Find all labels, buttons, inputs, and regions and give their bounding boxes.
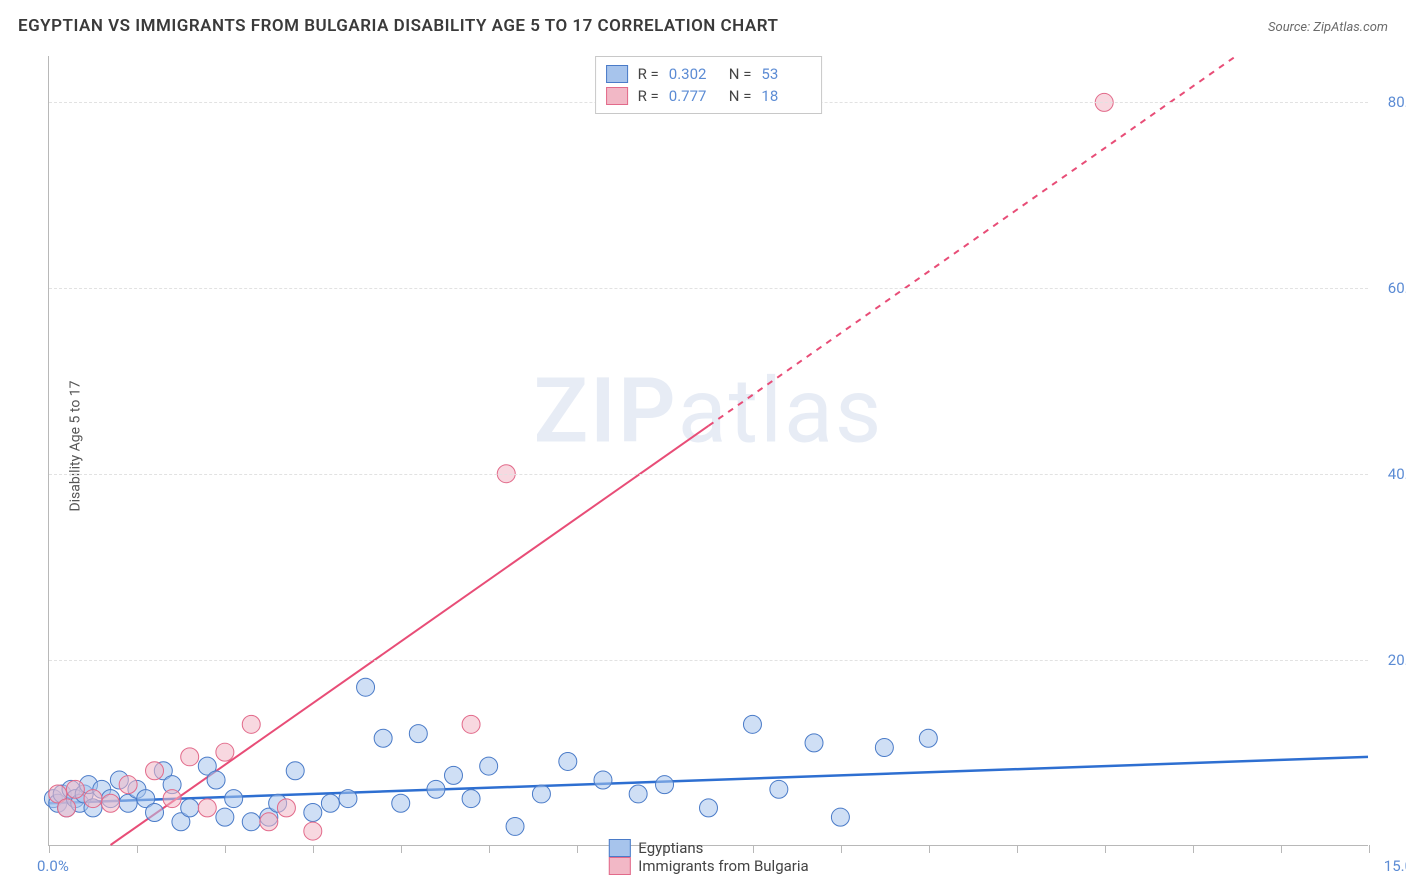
data-point [559,752,577,770]
data-point [304,804,322,822]
data-point [260,813,278,831]
data-point [743,715,761,733]
series-legend: EgyptiansImmigrants from Bulgaria [608,839,808,875]
gridline [49,474,1368,475]
data-point [321,794,339,812]
data-point [409,725,427,743]
data-point [242,813,260,831]
data-point [102,794,120,812]
y-tick-label: 20.0% [1388,651,1406,669]
x-tick [137,845,138,853]
chart-header: EGYPTIAN VS IMMIGRANTS FROM BULGARIA DIS… [18,16,1388,36]
data-point [146,762,164,780]
data-point [66,780,84,798]
stat-r-label: R = [638,65,659,83]
stat-r-value: 0.302 [669,65,719,83]
stat-n-label: N = [729,87,752,105]
x-tick [1281,845,1282,853]
data-point [181,799,199,817]
x-tick [401,845,402,853]
data-point [656,776,674,794]
data-point [304,822,322,840]
data-point [875,739,893,757]
data-point [216,808,234,826]
data-point [445,766,463,784]
legend-swatch [606,87,628,105]
stat-n-value: 18 [761,87,811,105]
data-point [594,771,612,789]
data-point [805,734,823,752]
legend-series-item: Egyptians [608,839,808,857]
data-point [480,757,498,775]
y-tick-label: 60.0% [1388,279,1406,297]
data-point [374,729,392,747]
data-point [286,762,304,780]
x-tick [577,845,578,853]
data-point [770,780,788,798]
x-axis-max-label: 15.0% [1384,857,1406,875]
x-tick [1193,845,1194,853]
correlation-legend: R = 0.302 N = 53 R = 0.777 N = 18 [595,56,823,114]
y-tick-label: 40.0% [1388,465,1406,483]
x-axis-min-label: 0.0% [37,857,69,875]
legend-series-item: Immigrants from Bulgaria [608,857,808,875]
gridline [49,288,1368,289]
legend-stat-row: R = 0.777 N = 18 [606,85,812,107]
data-point [700,799,718,817]
data-point [207,771,225,789]
legend-series-label: Immigrants from Bulgaria [638,857,808,875]
x-tick [49,845,50,853]
data-point [242,715,260,733]
data-point [462,790,480,808]
chart-svg [49,56,1368,845]
legend-swatch [608,839,630,857]
data-point [462,715,480,733]
legend-swatch [606,65,628,83]
x-tick [1017,845,1018,853]
data-point [225,790,243,808]
data-point [392,794,410,812]
x-tick [1369,845,1370,853]
data-point [181,748,199,766]
stat-n-value: 53 [761,65,811,83]
x-tick [313,845,314,853]
stat-r-label: R = [638,87,659,105]
data-point [919,729,937,747]
data-point [119,776,137,794]
data-point [339,790,357,808]
chart-source: Source: ZipAtlas.com [1268,20,1388,35]
data-point [198,799,216,817]
gridline [49,660,1368,661]
data-point [506,817,524,835]
data-point [831,808,849,826]
plot-area: ZIPatlas 20.0%40.0%60.0%80.0% 0.0% 15.0%… [48,56,1368,846]
stat-n-label: N = [729,65,752,83]
data-point [277,799,295,817]
x-tick [225,845,226,853]
x-tick [1105,845,1106,853]
data-point [532,785,550,803]
data-point [216,743,234,761]
x-tick [489,845,490,853]
legend-series-label: Egyptians [638,839,703,857]
data-point [58,799,76,817]
data-point [146,804,164,822]
data-point [163,790,181,808]
legend-swatch [608,857,630,875]
data-point [84,790,102,808]
chart-title: EGYPTIAN VS IMMIGRANTS FROM BULGARIA DIS… [18,16,778,36]
data-point [427,780,445,798]
data-point [629,785,647,803]
x-tick [929,845,930,853]
stat-r-value: 0.777 [669,87,719,105]
x-tick [841,845,842,853]
data-point [357,678,375,696]
y-tick-label: 80.0% [1388,93,1406,111]
legend-stat-row: R = 0.302 N = 53 [606,63,812,85]
